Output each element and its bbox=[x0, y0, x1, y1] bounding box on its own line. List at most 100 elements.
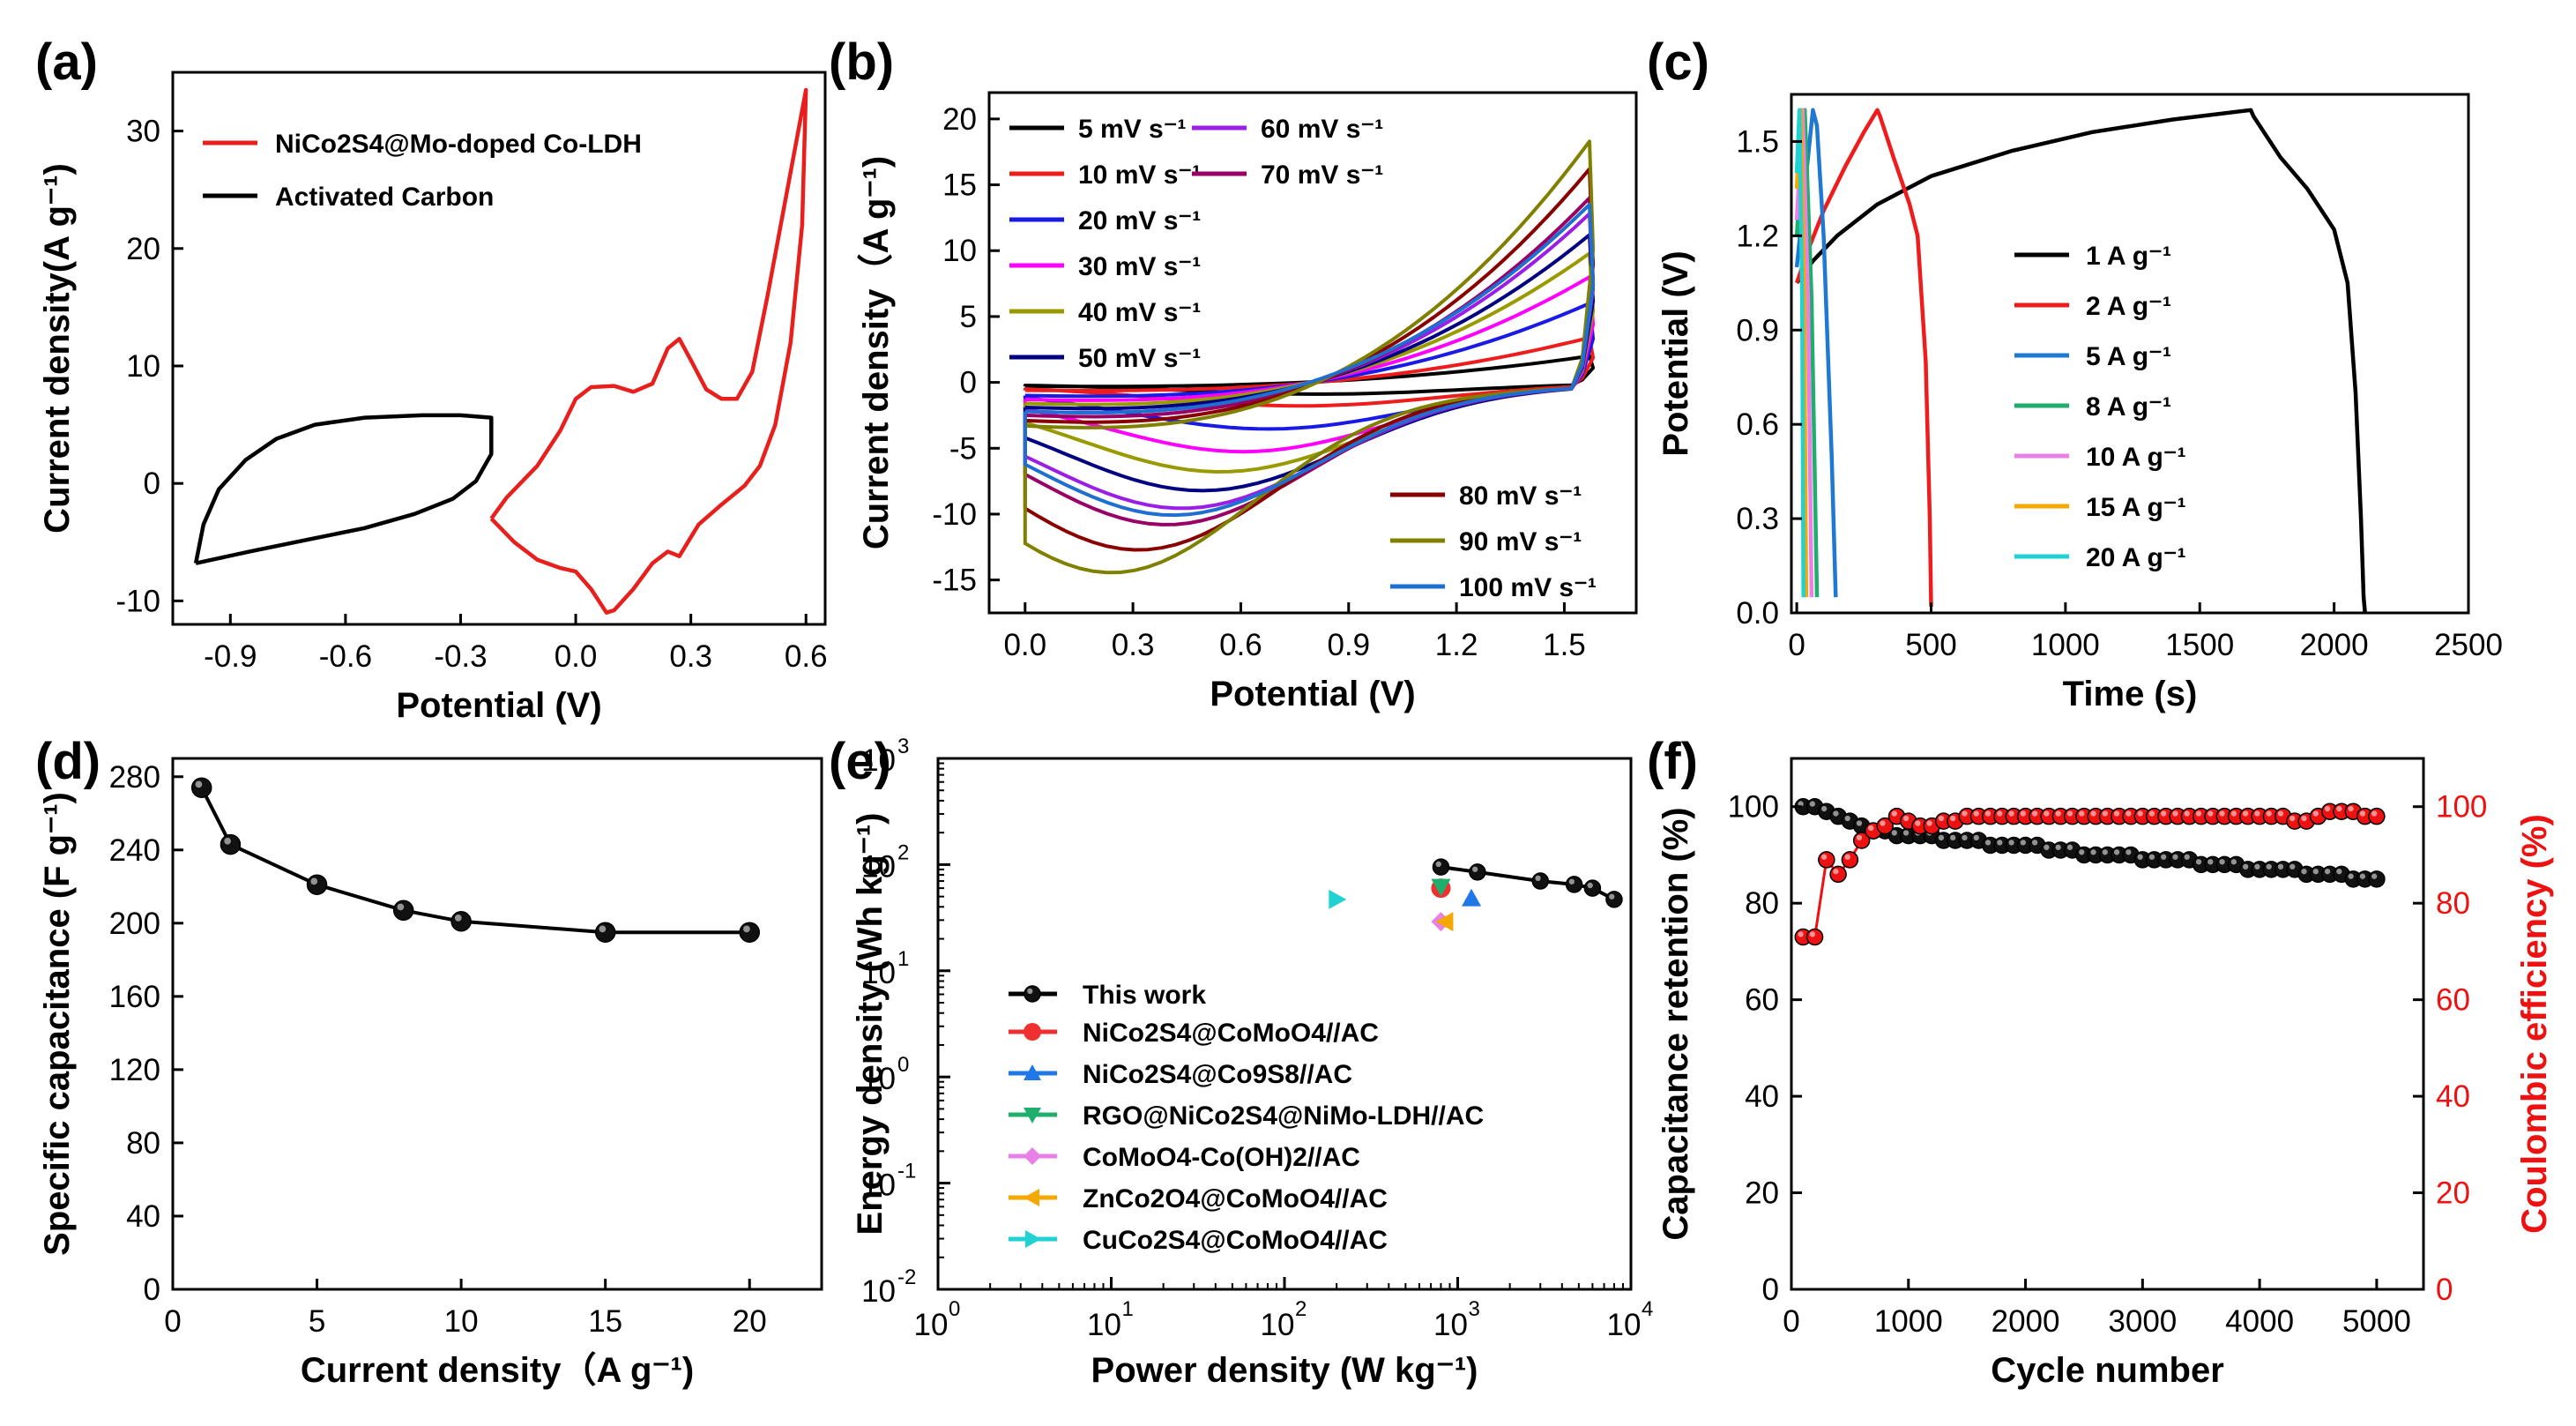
x-tick-label: 1.5 bbox=[1543, 628, 1586, 662]
legend-marker bbox=[1024, 1108, 1041, 1124]
x-tick-exponent: 4 bbox=[1642, 1297, 1653, 1321]
data-point-highlight bbox=[2044, 844, 2050, 850]
x-tick-label: 3000 bbox=[2108, 1304, 2177, 1339]
data-point-highlight bbox=[1568, 878, 1575, 885]
data-point-highlight bbox=[2336, 805, 2342, 812]
data-point-highlight bbox=[1891, 830, 1897, 836]
y-tick-label: 20 bbox=[126, 232, 160, 266]
y-tick-label: 0 bbox=[1762, 1273, 1779, 1307]
y-axis-label: Capacitance retention (%) bbox=[1657, 807, 1695, 1240]
x-tick-label: 5 bbox=[309, 1304, 325, 1339]
panel-b: (b) 0.0 0.3 0.6 0.9 1.2 1.5 -15 -10 -5 0 5 10 15 20 Pot… bbox=[829, 34, 1638, 713]
legend-label: 30 mV s⁻¹ bbox=[1078, 252, 1201, 281]
data-point-highlight bbox=[1973, 834, 1979, 841]
data-point-highlight bbox=[2289, 863, 2296, 870]
x-tick-label: 0.3 bbox=[669, 639, 712, 674]
x-axis-label: Cycle number bbox=[1991, 1351, 2224, 1390]
panel-label: (e) bbox=[829, 733, 891, 790]
data-point-highlight bbox=[224, 837, 231, 845]
capacitance-line bbox=[199, 787, 750, 935]
x-tick-label: 0 bbox=[1783, 1304, 1799, 1339]
reference-point bbox=[1329, 889, 1347, 909]
y-tick-label: 20 bbox=[1745, 1176, 1779, 1211]
data-point-highlight bbox=[1880, 820, 1886, 826]
legend-label: NiCo2S4@Mo-doped Co-LDH bbox=[275, 130, 642, 159]
data-point-highlight bbox=[2312, 869, 2319, 875]
x-tick-label: 1000 bbox=[1874, 1304, 1943, 1339]
data-point-highlight bbox=[2254, 863, 2260, 870]
x-tick-label: 0.6 bbox=[1219, 628, 1262, 662]
y-tick-label: 40 bbox=[1745, 1079, 1779, 1114]
data-point-highlight bbox=[2008, 810, 2014, 817]
x-tick-label: 5000 bbox=[2342, 1304, 2411, 1339]
data-point bbox=[2368, 807, 2386, 825]
y-tick-label: 1.5 bbox=[1736, 124, 1779, 159]
y-tick-exponent: 0 bbox=[897, 1053, 909, 1077]
data-point-highlight bbox=[2161, 810, 2167, 817]
panel-label: (d) bbox=[35, 733, 101, 790]
data-point-highlight bbox=[1997, 840, 2003, 846]
data-point-highlight bbox=[2219, 859, 2225, 865]
data-point-highlight bbox=[2020, 840, 2027, 846]
data-point-highlight bbox=[2172, 810, 2178, 817]
x-tick-exponent: 1 bbox=[1122, 1297, 1134, 1321]
data-point-highlight bbox=[1844, 854, 1850, 860]
legend-marker bbox=[1024, 1189, 1039, 1206]
y-tick-label: 20 bbox=[942, 102, 977, 137]
legend-marker bbox=[1024, 1064, 1041, 1080]
data-point-highlight bbox=[2195, 859, 2202, 865]
legend-label: 10 A g⁻¹ bbox=[2086, 443, 2186, 472]
legend-label: 60 mV s⁻¹ bbox=[1261, 115, 1383, 144]
data-point-highlight bbox=[2031, 840, 2038, 846]
y-tick-label: -15 bbox=[932, 564, 977, 598]
data-point-highlight bbox=[1950, 834, 1956, 841]
data-point-highlight bbox=[1472, 866, 1478, 872]
data-point-highlight bbox=[310, 877, 318, 885]
cv-curve bbox=[1023, 203, 1596, 518]
x-tick-exponent: 2 bbox=[1295, 1297, 1307, 1321]
y-right-tick-label: 40 bbox=[2436, 1079, 2470, 1114]
y-right-tick-label: 80 bbox=[2436, 886, 2470, 921]
data-point-highlight bbox=[2348, 805, 2354, 812]
data-point-highlight bbox=[1902, 830, 1910, 836]
y-tick-label: 160 bbox=[109, 980, 160, 1014]
x-tick-label: -0.9 bbox=[204, 639, 257, 674]
data-point-highlight bbox=[1938, 815, 1945, 822]
data-point-highlight bbox=[2359, 873, 2366, 879]
gcd-curve bbox=[1795, 108, 2367, 614]
data-point-highlight bbox=[2277, 810, 2284, 817]
x-tick-label: 10 bbox=[444, 1304, 479, 1339]
plot-frame bbox=[171, 71, 827, 626]
data-point bbox=[392, 900, 414, 922]
x-tick-label: 1.2 bbox=[1435, 628, 1478, 662]
y-tick-label: 240 bbox=[109, 833, 160, 868]
legend-label: 100 mV s⁻¹ bbox=[1459, 573, 1597, 602]
data-point-highlight bbox=[2230, 810, 2237, 817]
data-point-highlight bbox=[2008, 840, 2014, 846]
data-point-highlight bbox=[2184, 854, 2190, 860]
data-point-highlight bbox=[1938, 834, 1945, 841]
data-point-highlight bbox=[2161, 854, 2167, 860]
data-point-highlight bbox=[2066, 810, 2073, 817]
data-point bbox=[1565, 876, 1583, 893]
panel-label: (a) bbox=[35, 34, 98, 91]
plot-frame bbox=[1790, 93, 2470, 615]
data-point-highlight bbox=[1856, 820, 1863, 826]
data-point-highlight bbox=[2371, 810, 2378, 817]
data-point-highlight bbox=[2242, 810, 2249, 817]
legend-label: CuCo2S4@CoMoO4//AC bbox=[1083, 1226, 1388, 1255]
y-right-tick-label: 20 bbox=[2436, 1176, 2470, 1211]
plot-frame bbox=[1790, 757, 2425, 1291]
panel-label: (f) bbox=[1647, 733, 1698, 790]
data-point-highlight bbox=[2090, 810, 2096, 817]
legend-label: 1 A g⁻¹ bbox=[2086, 242, 2171, 271]
data-point-highlight bbox=[1984, 810, 1992, 817]
panel-label: (b) bbox=[829, 34, 894, 91]
x-tick-label: -0.6 bbox=[319, 639, 372, 674]
legend-label: 15 A g⁻¹ bbox=[2086, 493, 2186, 522]
x-tick-label: -0.3 bbox=[434, 639, 487, 674]
y-tick-label: 0 bbox=[960, 366, 977, 400]
y-axis-label: Potential (V) bbox=[1657, 250, 1695, 456]
legend-label: 2 A g⁻¹ bbox=[2086, 292, 2171, 321]
plot-frame bbox=[987, 91, 1638, 615]
